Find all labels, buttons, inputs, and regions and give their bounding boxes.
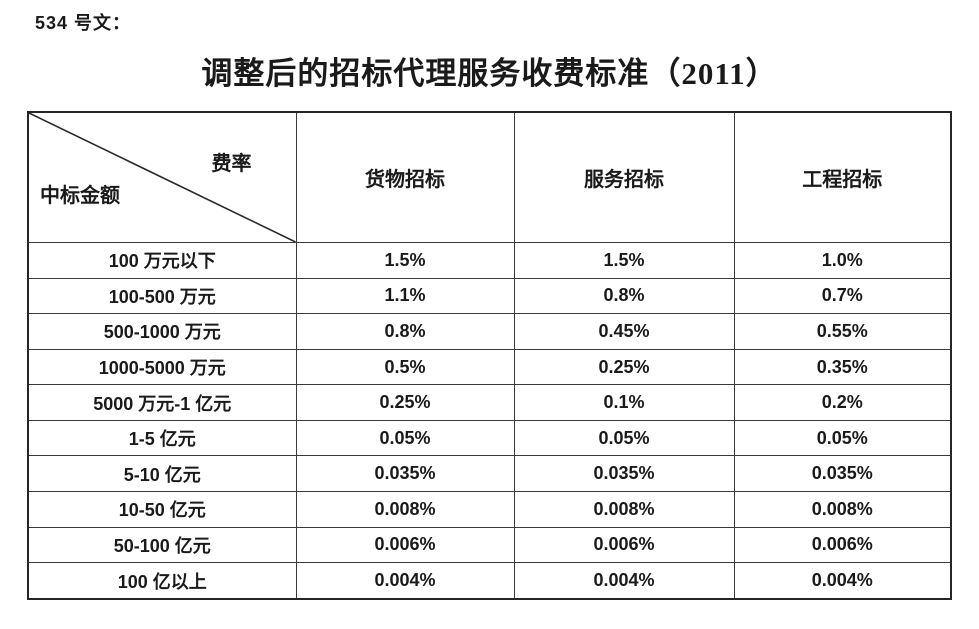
fee-value-cell: 0.05% (295, 419, 515, 457)
table-row: 100 万元以下 1.5% 1.5% 1.0% (27, 242, 952, 279)
column-header-service-bidding: 服务招标 (513, 111, 735, 243)
row-label-cell: 1-5 亿元 (27, 419, 297, 457)
fee-value-cell: 1.5% (513, 242, 735, 279)
row-label-cell: 1000-5000 万元 (27, 348, 297, 386)
column-header-goods-bidding: 货物招标 (295, 111, 515, 243)
corner-label-bid-amount: 中标金额 (40, 185, 120, 207)
table-row: 5-10 亿元 0.035% 0.035% 0.035% (27, 455, 952, 493)
fee-value-cell: 1.1% (295, 277, 515, 315)
table-row: 1-5 亿元 0.05% 0.05% 0.05% (27, 419, 952, 457)
row-label-cell: 5000 万元-1 亿元 (27, 384, 297, 421)
corner-label-rate: 费率 (211, 153, 252, 175)
fee-value-cell: 0.25% (295, 384, 515, 421)
fee-value-cell: 1.5% (295, 242, 515, 279)
fee-value-cell: 0.55% (733, 313, 952, 350)
fee-value-cell: 0.008% (295, 491, 515, 528)
table-row: 100 亿以上 0.004% 0.004% 0.004% (27, 562, 952, 600)
table-row: 5000 万元-1 亿元 0.25% 0.1% 0.2% (27, 384, 952, 421)
row-label-cell: 5-10 亿元 (27, 455, 297, 493)
fee-value-cell: 0.035% (513, 455, 735, 493)
row-label-cell: 100-500 万元 (27, 277, 297, 315)
fee-value-cell: 0.7% (733, 277, 952, 315)
row-label-cell: 100 亿以上 (27, 562, 297, 600)
table-row: 500-1000 万元 0.8% 0.45% 0.55% (27, 313, 952, 350)
fee-value-cell: 0.8% (295, 313, 515, 350)
fee-value-cell: 0.006% (295, 526, 515, 564)
page-title: 调整后的招标代理服务收费标准（2011） (201, 56, 778, 91)
fee-value-cell: 0.25% (513, 348, 735, 386)
fee-value-cell: 0.006% (733, 526, 952, 564)
row-label-cell: 10-50 亿元 (27, 491, 297, 528)
table-row: 50-100 亿元 0.006% 0.006% 0.006% (27, 526, 952, 564)
fee-value-cell: 0.2% (733, 384, 952, 421)
fee-value-cell: 1.0% (733, 242, 952, 279)
corner-header-cell: 费率 中标金额 (27, 111, 297, 243)
fee-value-cell: 0.35% (733, 348, 952, 386)
fee-value-cell: 0.1% (513, 384, 735, 421)
table-row: 100-500 万元 1.1% 0.8% 0.7% (27, 277, 952, 315)
fee-value-cell: 0.008% (733, 491, 952, 528)
fee-rate-table: 费率 中标金额 货物招标 服务招标 工程招标 100 万元以下 1.5% 1.5… (27, 111, 952, 600)
fee-value-cell: 0.8% (513, 277, 735, 315)
fee-value-cell: 0.004% (295, 562, 515, 600)
table-row: 1000-5000 万元 0.5% 0.25% 0.35% (27, 348, 952, 386)
diagonal-divider-line (29, 113, 296, 242)
table-row: 10-50 亿元 0.008% 0.008% 0.008% (27, 491, 952, 528)
fee-value-cell: 0.035% (295, 455, 515, 493)
fee-value-cell: 0.035% (733, 455, 952, 493)
fee-value-cell: 0.008% (513, 491, 735, 528)
column-header-works-bidding: 工程招标 (733, 111, 952, 243)
fee-value-cell: 0.006% (513, 526, 735, 564)
fee-value-cell: 0.004% (513, 562, 735, 600)
row-label-cell: 500-1000 万元 (27, 313, 297, 350)
row-label-cell: 100 万元以下 (27, 242, 297, 279)
fee-value-cell: 0.5% (295, 348, 515, 386)
fee-value-cell: 0.45% (513, 313, 735, 350)
fee-value-cell: 0.05% (733, 419, 952, 457)
row-label-cell: 50-100 亿元 (27, 526, 297, 564)
fee-value-cell: 0.004% (733, 562, 952, 600)
doc-number-label: 534 号文： (35, 13, 132, 33)
header-row: 费率 中标金额 货物招标 服务招标 工程招标 (27, 111, 952, 243)
fee-value-cell: 0.05% (513, 419, 735, 457)
